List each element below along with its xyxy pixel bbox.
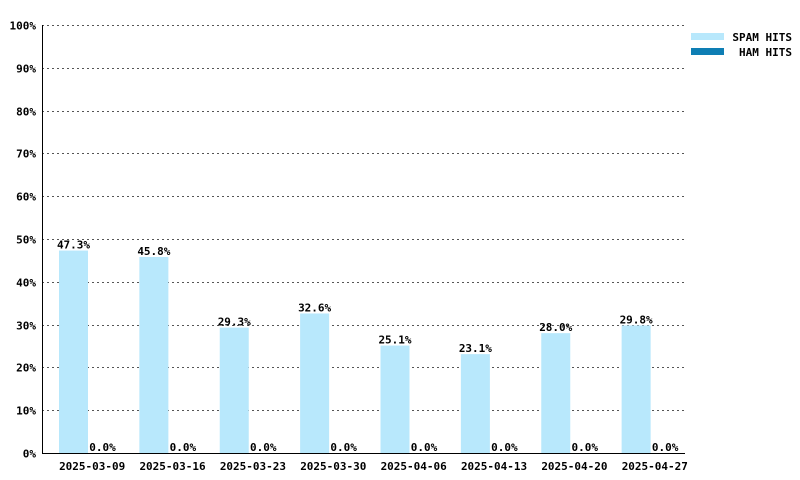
value-label-ham-2025-03-09: 0.0% [89, 441, 116, 454]
legend-swatch-ham [691, 48, 724, 55]
bar-spam-2025-04-27 [621, 325, 651, 453]
value-label-spam-2025-03-09: 47.3% [57, 239, 90, 252]
axes [42, 25, 685, 454]
y-tick-label-10: 10% [16, 405, 36, 418]
x-tick-label-2025-03-30: 2025-03-30 [300, 460, 366, 473]
value-label-spam-2025-04-13: 23.1% [459, 342, 492, 355]
bars [59, 250, 651, 453]
x-tick-label-2025-04-27: 2025-04-27 [622, 460, 688, 473]
x-axis-tick-labels: 2025-03-09 2025-03-16 2025-03-23 2025-03-30… [59, 460, 688, 473]
bar-spam-2025-03-30 [300, 313, 330, 453]
bar-spam-2025-03-16 [139, 256, 169, 453]
y-tick-label-60: 60% [16, 191, 36, 204]
value-label-spam-2025-03-23: 29.3% [218, 316, 251, 329]
x-tick-label-2025-03-09: 2025-03-09 [59, 460, 125, 473]
y-tick-label-80: 80% [16, 106, 36, 119]
value-label-spam-2025-04-20: 28.0% [539, 321, 572, 334]
legend: SPAM HITS HAM HITS [691, 31, 792, 59]
x-tick-label-2025-04-13: 2025-04-13 [461, 460, 527, 473]
bar-spam-2025-04-20 [541, 333, 571, 453]
legend-label-spam: SPAM HITS [732, 31, 792, 44]
y-tick-label-30: 30% [16, 320, 36, 333]
y-tick-label-100: 100% [10, 20, 37, 33]
value-label-ham-2025-04-27: 0.0% [652, 441, 679, 454]
bar-value-labels: 47.3% 0.0% 45.8% 0.0% 29.3% 0.0% 32.6% 0.0% 25.1… [57, 239, 679, 454]
value-label-ham-2025-03-30: 0.0% [330, 441, 357, 454]
x-tick-label-2025-03-23: 2025-03-23 [220, 460, 286, 473]
y-tick-label-70: 70% [16, 148, 36, 161]
value-label-ham-2025-04-13: 0.0% [491, 441, 518, 454]
value-label-ham-2025-04-06: 0.0% [411, 441, 438, 454]
x-tick-label-2025-04-20: 2025-04-20 [541, 460, 607, 473]
x-tick-label-2025-04-06: 2025-04-06 [381, 460, 448, 473]
bar-spam-2025-04-13 [460, 354, 490, 453]
y-tick-label-90: 90% [16, 63, 36, 76]
y-axis-tick-labels: 0% 10% 20% 30% 40% 50% 60% 70% 80% 90% 100% [10, 20, 37, 461]
value-label-spam-2025-03-30: 32.6% [298, 301, 331, 314]
y-tick-label-20: 20% [16, 362, 36, 375]
bar-spam-2025-03-09 [59, 250, 88, 453]
grid-lines [42, 25, 685, 411]
y-tick-label-50: 50% [16, 234, 36, 247]
value-label-ham-2025-03-23: 0.0% [250, 441, 277, 454]
legend-swatch-spam [691, 33, 724, 40]
value-label-ham-2025-03-16: 0.0% [170, 441, 197, 454]
bar-spam-2025-04-06 [380, 345, 410, 453]
x-tick-label-2025-03-16: 2025-03-16 [139, 460, 206, 473]
legend-label-ham: HAM HITS [739, 46, 792, 59]
bar-spam-2025-03-23 [219, 327, 249, 453]
value-label-spam-2025-04-27: 29.8% [620, 313, 653, 326]
y-tick-label-40: 40% [16, 277, 36, 290]
value-label-spam-2025-03-16: 45.8% [137, 245, 170, 258]
value-label-ham-2025-04-20: 0.0% [572, 441, 599, 454]
value-label-spam-2025-04-06: 25.1% [378, 334, 411, 347]
y-tick-label-0: 0% [23, 448, 37, 461]
